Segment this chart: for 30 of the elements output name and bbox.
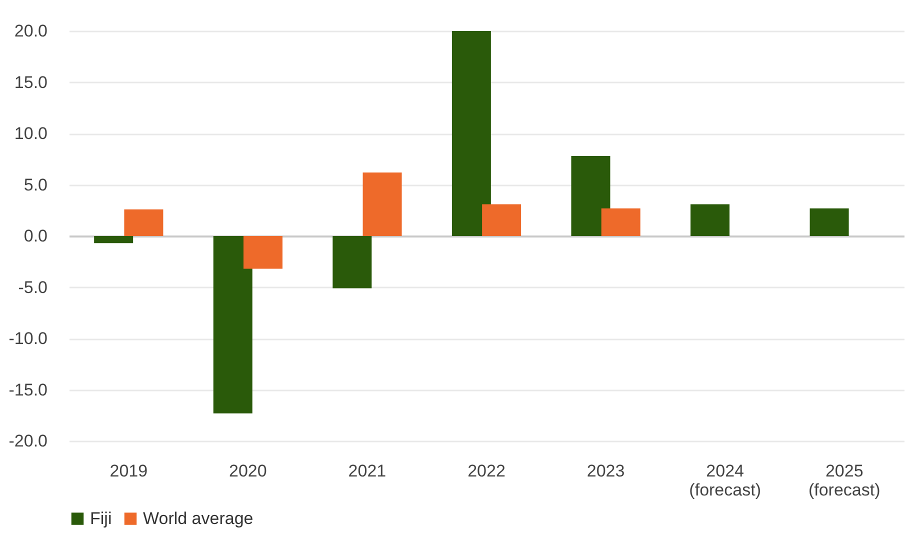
y-tick-label: 20.0 bbox=[14, 22, 48, 40]
bar bbox=[332, 236, 372, 288]
x-tick-label: 2019 bbox=[110, 462, 148, 480]
y-tick-label: -20.0 bbox=[8, 432, 48, 450]
x-tick-label: 2025 (forecast) bbox=[808, 462, 880, 500]
y-tick-label: -15.0 bbox=[8, 380, 48, 400]
legend-label: World average bbox=[143, 508, 254, 528]
bar bbox=[94, 236, 134, 244]
x-tick-label: 2023 bbox=[586, 462, 625, 480]
x-tick-label: 2021 bbox=[348, 462, 386, 480]
bar bbox=[690, 204, 730, 236]
bar bbox=[124, 209, 164, 236]
bar bbox=[452, 31, 491, 236]
y-tick-label: 5.0 bbox=[24, 175, 48, 194]
bar bbox=[810, 208, 849, 236]
bar bbox=[362, 172, 402, 236]
y-tick-label: 15.0 bbox=[14, 72, 48, 92]
y-tick-label: 0.0 bbox=[24, 226, 48, 246]
bar bbox=[213, 236, 252, 414]
bar bbox=[482, 204, 522, 236]
bar bbox=[571, 156, 610, 236]
x-tick-label: 2020 bbox=[229, 462, 267, 480]
bar bbox=[601, 208, 640, 236]
x-tick-label: 2022 bbox=[468, 462, 506, 480]
bar bbox=[243, 236, 282, 269]
y-tick-label: 10.0 bbox=[14, 124, 48, 143]
y-tick-label: -5.0 bbox=[18, 278, 48, 297]
legend-label: Fiji bbox=[90, 508, 112, 528]
y-tick-label: -10.0 bbox=[8, 329, 48, 348]
x-tick-label: 2024 (forecast) bbox=[689, 462, 761, 500]
